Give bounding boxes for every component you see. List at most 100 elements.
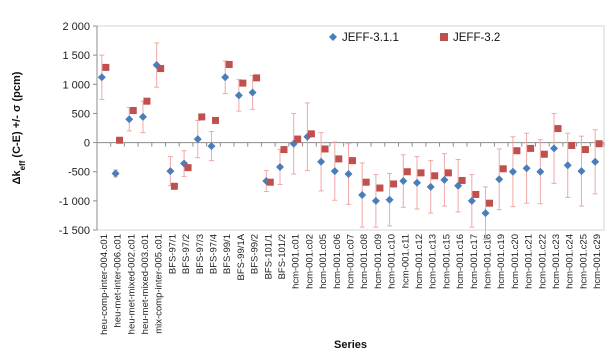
data-point-jeff-3-2 — [170, 182, 178, 190]
data-point-jeff-3-1-1 — [495, 175, 504, 184]
x-tick-label: hcm-001.c01 — [291, 234, 302, 289]
data-point-jeff-3-2 — [349, 157, 356, 165]
data-point-jeff-3-2 — [321, 145, 329, 153]
data-point-jeff-3-2 — [595, 140, 603, 148]
data-point-jeff-3-1-1 — [385, 195, 394, 204]
data-point-jeff-3-1-1 — [248, 88, 257, 97]
data-point-jeff-3-2 — [143, 97, 151, 105]
data-point-jeff-3-1-1 — [234, 91, 243, 100]
data-point-jeff-3-1-1 — [563, 161, 572, 170]
data-point-jeff-3-2 — [294, 135, 302, 143]
data-point-jeff-3-2 — [198, 113, 206, 121]
data-point-jeff-3-2 — [102, 63, 110, 71]
y-tick-label: 1 500 — [62, 50, 90, 62]
data-point-jeff-3-1-1 — [536, 167, 545, 176]
data-point-jeff-3-2 — [225, 60, 233, 68]
x-tick-label: hcm-001.c21 — [524, 234, 535, 289]
y-tick-label: 500 — [72, 108, 90, 120]
data-point-jeff-3-1-1 — [221, 73, 230, 82]
legend-label: JEFF-3.1.1 — [342, 32, 399, 44]
data-point-jeff-3-1-1 — [591, 157, 600, 166]
x-tick-label: hcm-001.c11 — [400, 234, 411, 288]
data-point-jeff-3-2 — [540, 150, 548, 158]
data-point-jeff-3-1-1 — [467, 196, 476, 205]
y-axis-title: Δkeff (C-E) +/- σ (pcm) — [11, 71, 27, 184]
data-point-jeff-3-1-1 — [358, 191, 367, 200]
data-point-jeff-3-1-1 — [193, 135, 202, 144]
data-point-jeff-3-2 — [184, 164, 192, 172]
x-tick-label: heu-met-inter-006.c01 — [113, 234, 124, 327]
data-point-jeff-3-2 — [266, 178, 274, 186]
x-tick-label: BFS-97/3 — [195, 234, 206, 274]
data-point-jeff-3-2 — [280, 146, 288, 154]
x-tick-label: hcm-001.c16 — [455, 234, 466, 289]
y-tick-label: -1 500 — [59, 225, 90, 237]
data-point-jeff-3-2 — [568, 141, 576, 149]
data-point-jeff-3-1-1 — [481, 209, 490, 218]
data-point-jeff-3-1-1 — [440, 175, 449, 184]
x-tick-label: hcm-001.c17 — [469, 234, 480, 289]
data-point-jeff-3-2 — [486, 199, 494, 207]
x-tick-label: BFS-101/2 — [277, 234, 288, 279]
x-tick-label: hcm-001.c05 — [318, 234, 329, 289]
data-point-jeff-3-1-1 — [317, 157, 326, 166]
x-tick-label: hcm-001.c23 — [551, 234, 562, 289]
data-point-jeff-3-1-1 — [426, 182, 435, 191]
data-point-jeff-3-1-1 — [577, 167, 586, 176]
x-tick-label: hcm-001.c13 — [428, 234, 439, 289]
data-point-jeff-3-2 — [129, 107, 137, 115]
x-axis-title: Series — [334, 339, 367, 351]
data-point-jeff-3-2 — [513, 147, 521, 155]
legend-marker-jeff-3-2 — [440, 33, 448, 41]
data-point-jeff-3-1-1 — [125, 115, 134, 124]
data-point-jeff-3-2 — [499, 165, 507, 173]
data-point-jeff-3-1-1 — [371, 196, 380, 205]
y-tick-label: -500 — [68, 167, 90, 179]
x-tick-label: BFS-99/2 — [250, 234, 261, 274]
data-point-jeff-3-1-1 — [275, 163, 284, 172]
x-tick-label: heu-comp-inter-004.c01 — [99, 234, 110, 335]
y-tick-label: 2 000 — [62, 21, 90, 33]
x-tick-label: BFS-97/2 — [181, 234, 192, 274]
data-point-jeff-3-2 — [417, 169, 425, 177]
x-tick-label: hcm-001.c18 — [483, 234, 494, 289]
data-point-jeff-3-2 — [431, 172, 439, 180]
data-point-jeff-3-1-1 — [166, 167, 175, 176]
x-tick-label: hcm-001.c02 — [304, 234, 315, 289]
data-point-jeff-3-2 — [554, 125, 562, 133]
data-point-jeff-3-1-1 — [413, 178, 422, 187]
x-tick-label: hcm-001.c10 — [387, 234, 398, 289]
data-point-jeff-3-2 — [239, 79, 247, 87]
data-point-jeff-3-1-1 — [111, 169, 120, 178]
data-point-jeff-3-2 — [458, 176, 466, 184]
x-tick-label: mix-comp-inter-005.c01 — [154, 234, 165, 334]
x-tick-label: hcm-001.c15 — [441, 234, 452, 289]
data-point-jeff-3-2 — [157, 65, 165, 73]
legend-marker-jeff-3-1-1 — [329, 33, 337, 41]
data-point-jeff-3-2 — [211, 116, 219, 124]
x-tick-label: hcm-001.c22 — [537, 234, 548, 289]
x-tick-label: hcm-001.c09 — [373, 234, 384, 289]
y-tick-label: 0 — [84, 138, 90, 150]
x-tick-label: BFS-101/1 — [263, 234, 274, 279]
data-point-jeff-3-2 — [390, 180, 398, 188]
legend-label: JEFF-3.2 — [453, 32, 500, 44]
data-point-jeff-3-2 — [116, 136, 124, 144]
y-tick-label: 1 000 — [62, 79, 90, 91]
data-point-jeff-3-2 — [307, 130, 315, 138]
data-point-jeff-3-1-1 — [550, 144, 559, 153]
x-tick-label: hcm-001.c07 — [346, 234, 357, 289]
x-tick-label: heu-met-mixed-003.c01 — [140, 234, 151, 334]
data-point-jeff-3-1-1 — [138, 112, 147, 121]
data-point-jeff-3-2 — [527, 144, 535, 152]
data-point-jeff-3-2 — [362, 178, 370, 186]
x-tick-label: hcm-001.c25 — [578, 234, 589, 289]
y-tick-label: -1 000 — [59, 196, 90, 208]
data-point-jeff-3-1-1 — [97, 73, 106, 82]
data-point-jeff-3-2 — [253, 74, 261, 82]
data-point-jeff-3-2 — [444, 169, 452, 177]
x-tick-label: heu-met-mixed-002.c01 — [126, 234, 137, 334]
data-point-jeff-3-2 — [581, 146, 589, 154]
